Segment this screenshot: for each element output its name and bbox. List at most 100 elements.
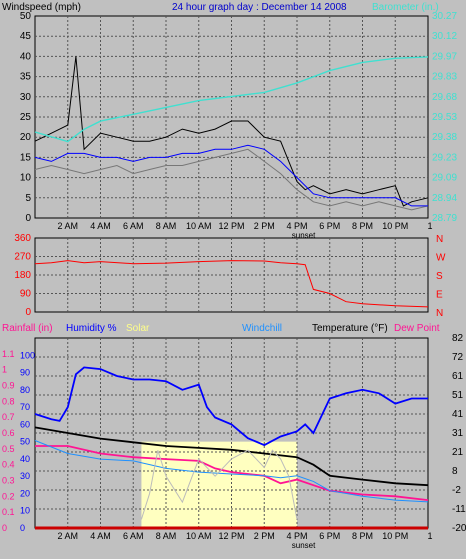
humidity-y-tick-60: 60 — [20, 419, 30, 429]
rain-y-tick-0-1: 0.1 — [2, 507, 15, 517]
wind-y-tick-30: 30 — [20, 92, 32, 103]
temp-y-tick-31: 31 — [452, 428, 464, 439]
barometer-y-tick-28-94: 28.94 — [432, 193, 457, 204]
graph-title: 24 hour graph day : December 14 2008 — [172, 2, 347, 13]
humidity-y-tick-40: 40 — [20, 454, 30, 464]
wind-wind-gust-line — [34, 148, 429, 211]
temperature-windchill-line — [34, 440, 429, 503]
wind-x-tick-4-am: 4 AM — [90, 221, 111, 231]
temperature-x-tick-4-am: 4 AM — [90, 531, 111, 541]
compass-label-2: S — [436, 271, 443, 282]
humidity-y-labels: 0 10 20 30 40 50 60 70 80 90 100 — [20, 350, 35, 533]
temperature-x-tick-10-am: 10 AM — [186, 531, 212, 541]
humidity-y-tick-10: 10 — [20, 506, 30, 516]
legend-solar: Solar — [126, 323, 150, 334]
humidity-y-tick-70: 70 — [20, 402, 30, 412]
temperature-x-tick-end: 1 — [427, 531, 432, 541]
wind-wind-average-line — [34, 144, 428, 207]
compass-label-0: N — [436, 234, 443, 245]
wind-windspeed-mph-line — [34, 56, 429, 207]
rain-y-tick-1: 1 — [2, 365, 7, 375]
wind-y-tick-45: 45 — [20, 31, 32, 42]
wind-y-tick-50: 50 — [20, 11, 32, 22]
wind-y-tick-5: 5 — [25, 193, 31, 204]
direction-y-tick-180: 180 — [14, 270, 31, 281]
temperature-x-tick-4-pm: 4 PM — [286, 531, 307, 541]
rain-y-tick-0-5: 0.5 — [2, 444, 15, 454]
wind-y-tick-35: 35 — [20, 72, 32, 83]
temperature-temperature-f-line — [34, 426, 429, 487]
temperature-x-tick-8-am: 8 AM — [156, 531, 177, 541]
humidity-y-tick-30: 30 — [20, 471, 30, 481]
barometer-y-tick-29-53: 29.53 — [432, 112, 457, 123]
temperature-x-tick-2-am: 2 AM — [57, 531, 78, 541]
temp-y-tick-21: 21 — [452, 447, 464, 458]
compass-label-4: N — [436, 308, 443, 319]
temperature-x-tick-8-pm: 8 PM — [352, 531, 373, 541]
temperature-grid — [35, 338, 428, 528]
wind-x-tick-6-pm: 6 PM — [319, 221, 340, 231]
barometer-y-tick-29-68: 29.68 — [432, 92, 457, 103]
barometer-y-tick-29-97: 29.97 — [432, 51, 457, 62]
barometer-y-tick-29-23: 29.23 — [432, 152, 457, 163]
barometer-y-labels: 28.79 28.94 29.09 29.23 29.38 29.53 29.68 29.83… — [432, 11, 457, 224]
legend-temperature: Temperature (°F) — [312, 323, 388, 334]
direction-grid — [35, 238, 428, 312]
wind-x-tick-12-pm: 12 PM — [218, 221, 244, 231]
wind-panel: 0 5 10 15 20 25 30 35 40 45 50 28.79 28.94 29.09 29.2… — [2, 2, 457, 240]
temperature-solar-line — [140, 449, 298, 520]
barometer-y-tick-30-27: 30.27 — [432, 11, 457, 22]
barometer-y-tick-29-38: 29.38 — [432, 132, 457, 143]
direction-y-labels: 0 90 180 270 360 — [14, 233, 31, 318]
wind-grid — [35, 16, 428, 218]
temp-y-labels: -20 -11 -2 8 21 31 41 51 61 72 82 — [452, 333, 466, 534]
temp-y-tick-82: 82 — [452, 333, 464, 344]
temperature-x-tick-12-pm: 12 PM — [218, 531, 244, 541]
humidity-y-tick-100: 100 — [20, 350, 35, 360]
temp-y-tick-20: -20 — [452, 523, 466, 534]
wind-x-tick-end: 1 — [427, 221, 432, 231]
wind-x-tick-2-pm: 2 PM — [254, 221, 275, 231]
temp-y-tick-2: -2 — [452, 485, 461, 496]
solar-band — [141, 441, 297, 528]
rain-y-tick-0-8: 0.8 — [2, 396, 15, 406]
compass-label-1: W — [436, 253, 446, 264]
temp-y-tick-8: 8 — [452, 466, 458, 477]
barometer-y-tick-29-83: 29.83 — [432, 72, 457, 83]
legend-windchill: Windchill — [242, 323, 282, 334]
temperature-panel: 0 0.1 0.2 0.3 0.4 0.5 0.6 0.7 0.8 0.9 1 1.1 0 10 20 30… — [2, 323, 466, 550]
wind-x-labels: 2 AM 4 AM 6 AM 8 AM 10 AM 12 PM 2 PM 4 PM 6 PM 8 … — [57, 221, 432, 240]
temperature-dew-point-line — [35, 445, 429, 501]
direction-lines — [34, 260, 429, 308]
barometer-y-tick-30-12: 30.12 — [432, 31, 457, 42]
temp-y-tick-41: 41 — [452, 409, 464, 420]
temp-y-tick-51: 51 — [452, 390, 464, 401]
direction-y-tick-90: 90 — [20, 289, 32, 300]
legend-dewpoint: Dew Point — [394, 323, 440, 334]
wind-x-tick-10-am: 10 AM — [186, 221, 212, 231]
wind-y-tick-40: 40 — [20, 51, 32, 62]
direction-y-tick-270: 270 — [14, 252, 31, 263]
temperature-lines — [34, 366, 429, 530]
wind-sunset-label: sunset — [292, 231, 316, 240]
direction-y-tick-360: 360 — [14, 233, 31, 244]
temp-y-tick-61: 61 — [452, 371, 464, 382]
temperature-x-tick-2-pm: 2 PM — [254, 531, 275, 541]
temp-y-tick-11: -11 — [452, 504, 466, 515]
barometer-y-tick-28-79: 28.79 — [432, 213, 457, 224]
windspeed-axis-title: Windspeed (mph) — [2, 2, 81, 13]
humidity-y-tick-0: 0 — [20, 523, 25, 533]
humidity-y-tick-80: 80 — [20, 385, 30, 395]
humidity-y-tick-20: 20 — [20, 488, 30, 498]
rain-y-tick-0-2: 0.2 — [2, 491, 15, 501]
compass-label-3: E — [436, 290, 443, 301]
rain-y-tick-1-1: 1.1 — [2, 349, 15, 359]
temperature-x-tick-6-pm: 6 PM — [319, 531, 340, 541]
wind-x-tick-4-pm: 4 PM — [286, 221, 307, 231]
direction-wind-direction-line — [34, 260, 429, 308]
rain-y-tick-0-7: 0.7 — [2, 412, 15, 422]
rain-y-tick-0-9: 0.9 — [2, 381, 15, 391]
barometer-y-tick-29-09: 29.09 — [432, 173, 457, 184]
temperature-x-tick-10-pm: 10 PM — [382, 531, 408, 541]
